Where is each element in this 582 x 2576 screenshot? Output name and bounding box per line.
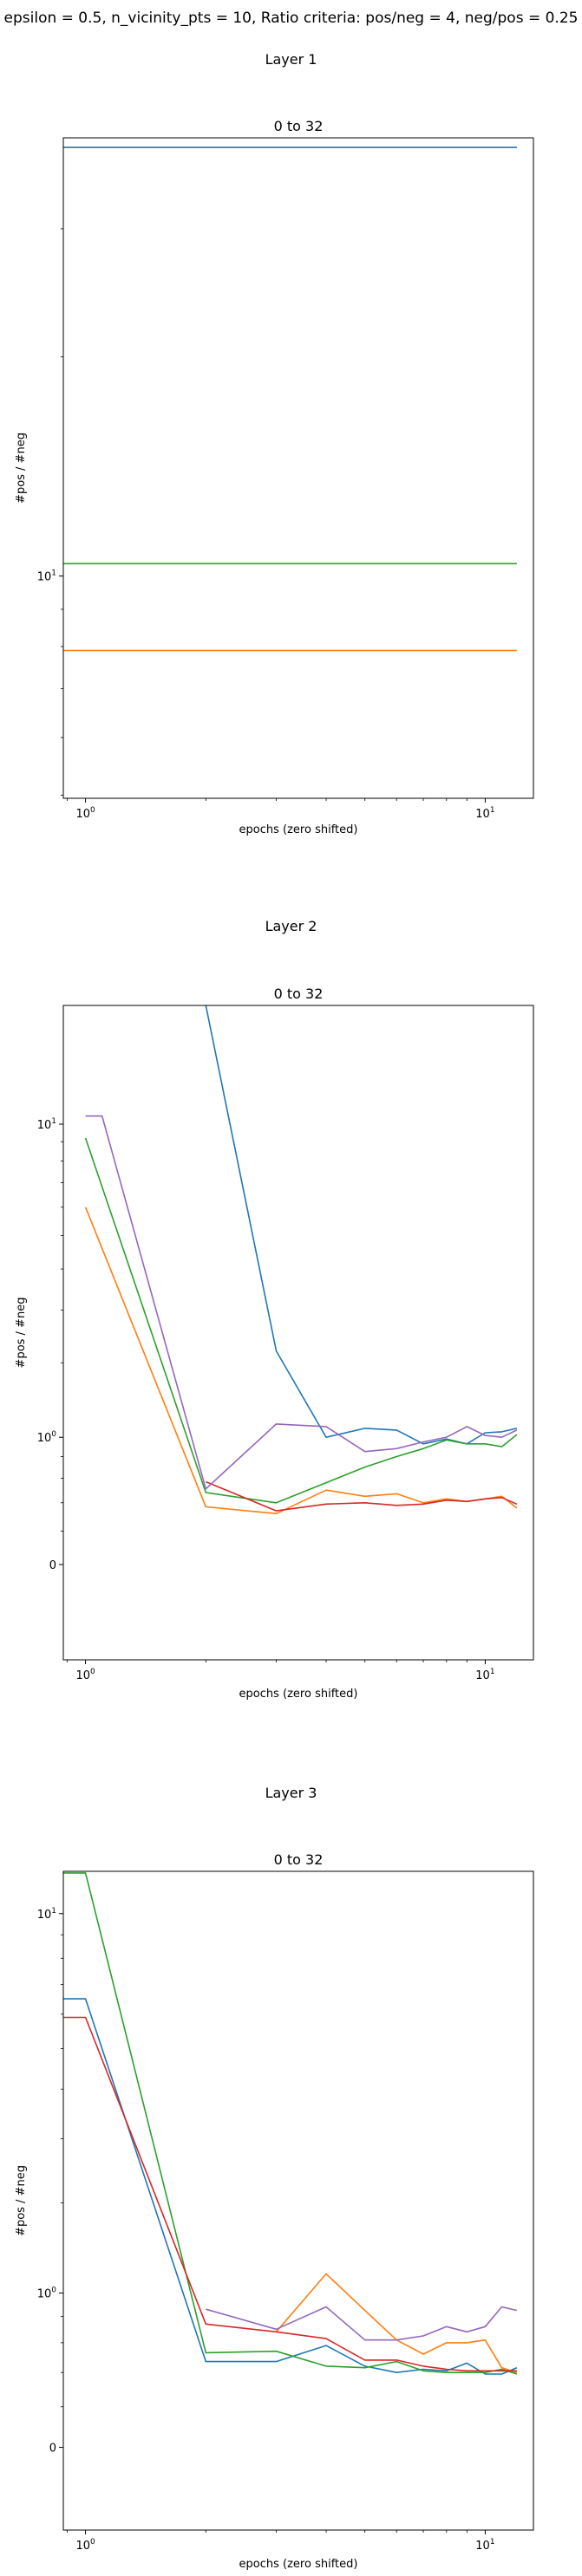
- layer-title: Layer 2: [265, 918, 317, 934]
- x-axis-label: epochs (zero shifted): [239, 2558, 358, 2571]
- y-tick-label: 100: [37, 2287, 57, 2301]
- layer-title: Layer 3: [265, 1785, 317, 1801]
- series-group: [63, 146, 517, 652]
- x-tick-label: 101: [475, 1668, 494, 1682]
- x-tick-label: 100: [75, 2538, 95, 2553]
- y-tick-label: 0: [49, 2443, 56, 2456]
- panel-2: Layer 2 0 to 32 100 101 0 100 101 epochs (zero …: [15, 918, 534, 1701]
- panel-title: 0 to 32: [274, 986, 324, 1002]
- series-line-2: [275, 2273, 518, 2373]
- figure-suptitle: epsilon = 0.5, n_vicinity_pts = 10, Rati…: [4, 10, 579, 27]
- series-line-3: [84, 1137, 518, 1504]
- panel-3: Layer 3 0 to 32 100 101 0 100 101 epochs (zero …: [15, 1785, 534, 2571]
- x-axis-label: epochs (zero shifted): [239, 823, 358, 836]
- layer-title: Layer 1: [265, 51, 317, 68]
- x-tick-label: 101: [475, 806, 494, 821]
- y-tick-label: 101: [37, 569, 56, 584]
- series-line-3: [63, 1872, 518, 2375]
- y-tick-label: 0: [49, 1559, 56, 1572]
- series-line-5: [85, 1115, 518, 1490]
- series-group: [84, 1005, 518, 1515]
- x-axis-label: epochs (zero shifted): [239, 1688, 358, 1701]
- axes-frame: [62, 1870, 534, 2531]
- y-tick-label: 101: [37, 1117, 56, 1132]
- x-tick-label: 100: [75, 1668, 95, 1682]
- series-line-2: [84, 1207, 518, 1515]
- y-axis-label: #pos / #neg: [15, 433, 28, 504]
- panels: Layer 1 0 to 32 100 101 101 epochs (zero shif…: [15, 51, 534, 2571]
- y-axis-label: #pos / #neg: [15, 2165, 28, 2236]
- x-tick-label: 101: [475, 2538, 494, 2553]
- y-tick-label: 100: [37, 1430, 57, 1445]
- series-line-1: [63, 1998, 518, 2375]
- series-line-4: [205, 1480, 518, 1512]
- y-axis-label: #pos / #neg: [15, 1298, 28, 1369]
- x-tick-label: 100: [75, 806, 95, 821]
- panel-title: 0 to 32: [274, 1851, 324, 1868]
- series-line-5: [206, 2306, 518, 2341]
- panel-1: Layer 1 0 to 32 100 101 101 epochs (zero shif…: [15, 51, 534, 836]
- axes-frame: [62, 137, 534, 799]
- series-group: [63, 1872, 518, 2375]
- panel-title: 0 to 32: [274, 118, 324, 134]
- y-tick-label: 101: [37, 1907, 56, 1922]
- series-line-4: [63, 2016, 517, 2372]
- axes-frame: [62, 1005, 534, 1661]
- series-line-1: [205, 1005, 518, 1445]
